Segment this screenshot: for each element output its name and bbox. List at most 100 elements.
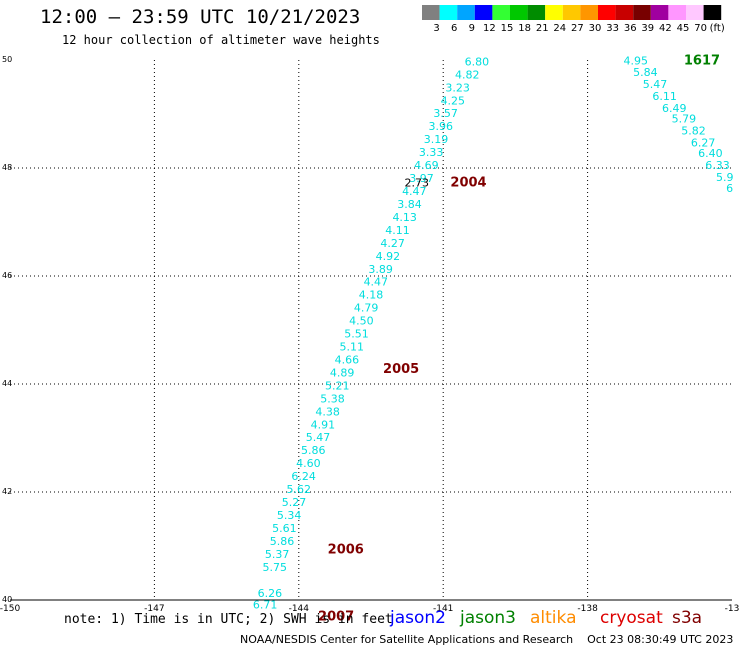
wave-height-label: 4.13 bbox=[392, 211, 417, 224]
wave-height-label: 6.24 bbox=[291, 470, 316, 483]
legend-swatch bbox=[650, 5, 669, 20]
wave-height-label: 5.79 bbox=[672, 113, 697, 126]
credits: NOAA/NESDIS Center for Satellite Applica… bbox=[240, 633, 734, 646]
legend-label: 18 bbox=[518, 23, 531, 34]
wave-height-label: 6.80 bbox=[465, 55, 490, 68]
satellite-name-jason2: jason2 bbox=[390, 608, 446, 628]
wave-height-label: 4.50 bbox=[349, 315, 374, 328]
wave-height-label: 6.33 bbox=[705, 159, 730, 172]
legend-label: 30 bbox=[589, 23, 602, 34]
legend-swatch bbox=[439, 5, 458, 20]
satellite-name-jason3: jason3 bbox=[460, 608, 516, 628]
legend-swatch bbox=[527, 5, 546, 20]
legend-label: 70 bbox=[694, 23, 707, 34]
legend-label: 15 bbox=[501, 23, 514, 34]
x-tick-label: -13 bbox=[725, 604, 740, 614]
wave-height-label: 4.66 bbox=[335, 353, 360, 366]
time-label: 2006 bbox=[328, 543, 364, 558]
legend-label: 33 bbox=[606, 23, 619, 34]
wave-height-label: 4.27 bbox=[380, 237, 405, 250]
satellite-name-altika: altika bbox=[530, 608, 577, 628]
legend-label: 3 bbox=[433, 23, 439, 34]
legend-swatch bbox=[580, 5, 598, 20]
wave-height-label: 3.57 bbox=[433, 107, 458, 120]
wave-height-label: 3.23 bbox=[445, 81, 470, 94]
y-tick-label: 40 bbox=[2, 595, 12, 604]
wave-height-label: 5.11 bbox=[339, 341, 364, 354]
chart-title: 12:00 – 23:59 UTC 10/21/2023 bbox=[40, 6, 361, 28]
wave-height-label: 4.69 bbox=[414, 159, 439, 172]
wave-height-label: 6.11 bbox=[652, 90, 677, 103]
legend-swatch bbox=[633, 5, 651, 20]
legend-label: 36 bbox=[624, 23, 637, 34]
wave-height-label: 6.26 bbox=[258, 587, 283, 600]
wave-height-label: 6.71 bbox=[253, 599, 278, 612]
wave-height-label: 3.97 bbox=[409, 172, 434, 185]
legend-label: 24 bbox=[553, 23, 566, 34]
x-tick-label: -150 bbox=[0, 604, 20, 614]
legend-swatch bbox=[545, 5, 563, 20]
legend-swatch bbox=[668, 5, 686, 20]
satellite-name-s3a: s3a bbox=[672, 608, 703, 628]
wave-height-label: 5.9 bbox=[716, 171, 734, 184]
legend-label: 45 bbox=[677, 23, 690, 34]
wave-height-label: 4.60 bbox=[296, 457, 321, 470]
legend-label: 6 bbox=[451, 23, 457, 34]
wave-height-label: 5.27 bbox=[282, 496, 307, 509]
wave-height-label: 5.82 bbox=[681, 125, 706, 138]
x-tick-label: -141 bbox=[433, 604, 453, 614]
wave-height-label: 3.96 bbox=[429, 120, 454, 133]
legend-swatch bbox=[422, 5, 440, 20]
axes: -150 -147 -144 -141 -138 -13 40 42 44 46 48 50 bbox=[0, 55, 739, 614]
wave-height-label: 5.47 bbox=[306, 431, 331, 444]
time-label: 2004 bbox=[450, 175, 486, 190]
wave-height-label: 4.82 bbox=[455, 68, 480, 81]
wave-height-label: 3.33 bbox=[419, 146, 444, 159]
wave-height-label: 5.75 bbox=[262, 561, 287, 574]
legend-swatch bbox=[474, 5, 493, 20]
legend-label: 42 bbox=[659, 23, 672, 34]
wave-height-label: 5.86 bbox=[301, 444, 326, 457]
wave-height-label: 5.51 bbox=[344, 328, 369, 341]
wave-height-label: 5.37 bbox=[265, 548, 290, 561]
wave-height-label: 4.47 bbox=[402, 185, 427, 198]
wave-height-label: 3.84 bbox=[397, 198, 422, 211]
legend-swatch bbox=[562, 5, 581, 20]
wave-height-label: 5.38 bbox=[320, 392, 345, 405]
wave-height-points: 6.804.823.234.253.573.963.193.334.693.97… bbox=[253, 54, 734, 611]
wave-height-label: 6.40 bbox=[698, 147, 723, 160]
wave-height-label: 6 bbox=[726, 182, 733, 195]
satellite-name-cryosat: cryosat bbox=[600, 608, 663, 628]
x-tick-label: -147 bbox=[144, 604, 164, 614]
wave-height-label: 5.34 bbox=[277, 509, 302, 522]
legend-swatch bbox=[457, 5, 475, 20]
wave-height-label: 4.11 bbox=[385, 224, 410, 237]
legend-label: 21 bbox=[536, 23, 549, 34]
wave-height-label: 4.47 bbox=[364, 276, 389, 289]
y-tick-label: 48 bbox=[2, 163, 12, 172]
wave-height-label: 4.38 bbox=[315, 405, 340, 418]
legend-swatch bbox=[510, 5, 528, 20]
wave-height-label: 4.25 bbox=[441, 94, 466, 107]
legend-label: 9 bbox=[469, 23, 475, 34]
y-tick-label: 44 bbox=[2, 379, 12, 388]
grid-lines bbox=[10, 60, 732, 600]
legend-swatch bbox=[615, 5, 634, 20]
wave-height-label: 5.84 bbox=[633, 66, 658, 79]
legend-swatch bbox=[686, 5, 704, 20]
color-legend: 3 6 9 12 15 18 21 24 27 30 33 36 39 42 45 70 (ft) bbox=[422, 5, 725, 34]
legend-swatch bbox=[598, 5, 616, 20]
wave-height-label: 6.27 bbox=[691, 136, 716, 149]
time-label: 1617 bbox=[684, 53, 720, 68]
wave-height-label: 4.79 bbox=[354, 302, 379, 315]
legend-swatch bbox=[703, 5, 722, 20]
footnote: note: 1) Time is in UTC; 2) SWH is in fe… bbox=[64, 612, 393, 627]
legend-label: 27 bbox=[571, 23, 584, 34]
legend-label: 39 bbox=[641, 23, 654, 34]
time-labels: 2004 2005 2006 2007 1617 2.73 bbox=[318, 53, 720, 624]
wave-height-label: 4.92 bbox=[376, 250, 401, 263]
wave-height-label: 4.89 bbox=[330, 366, 355, 379]
time-label: 2005 bbox=[383, 362, 419, 377]
x-tick-label: -144 bbox=[289, 604, 310, 614]
